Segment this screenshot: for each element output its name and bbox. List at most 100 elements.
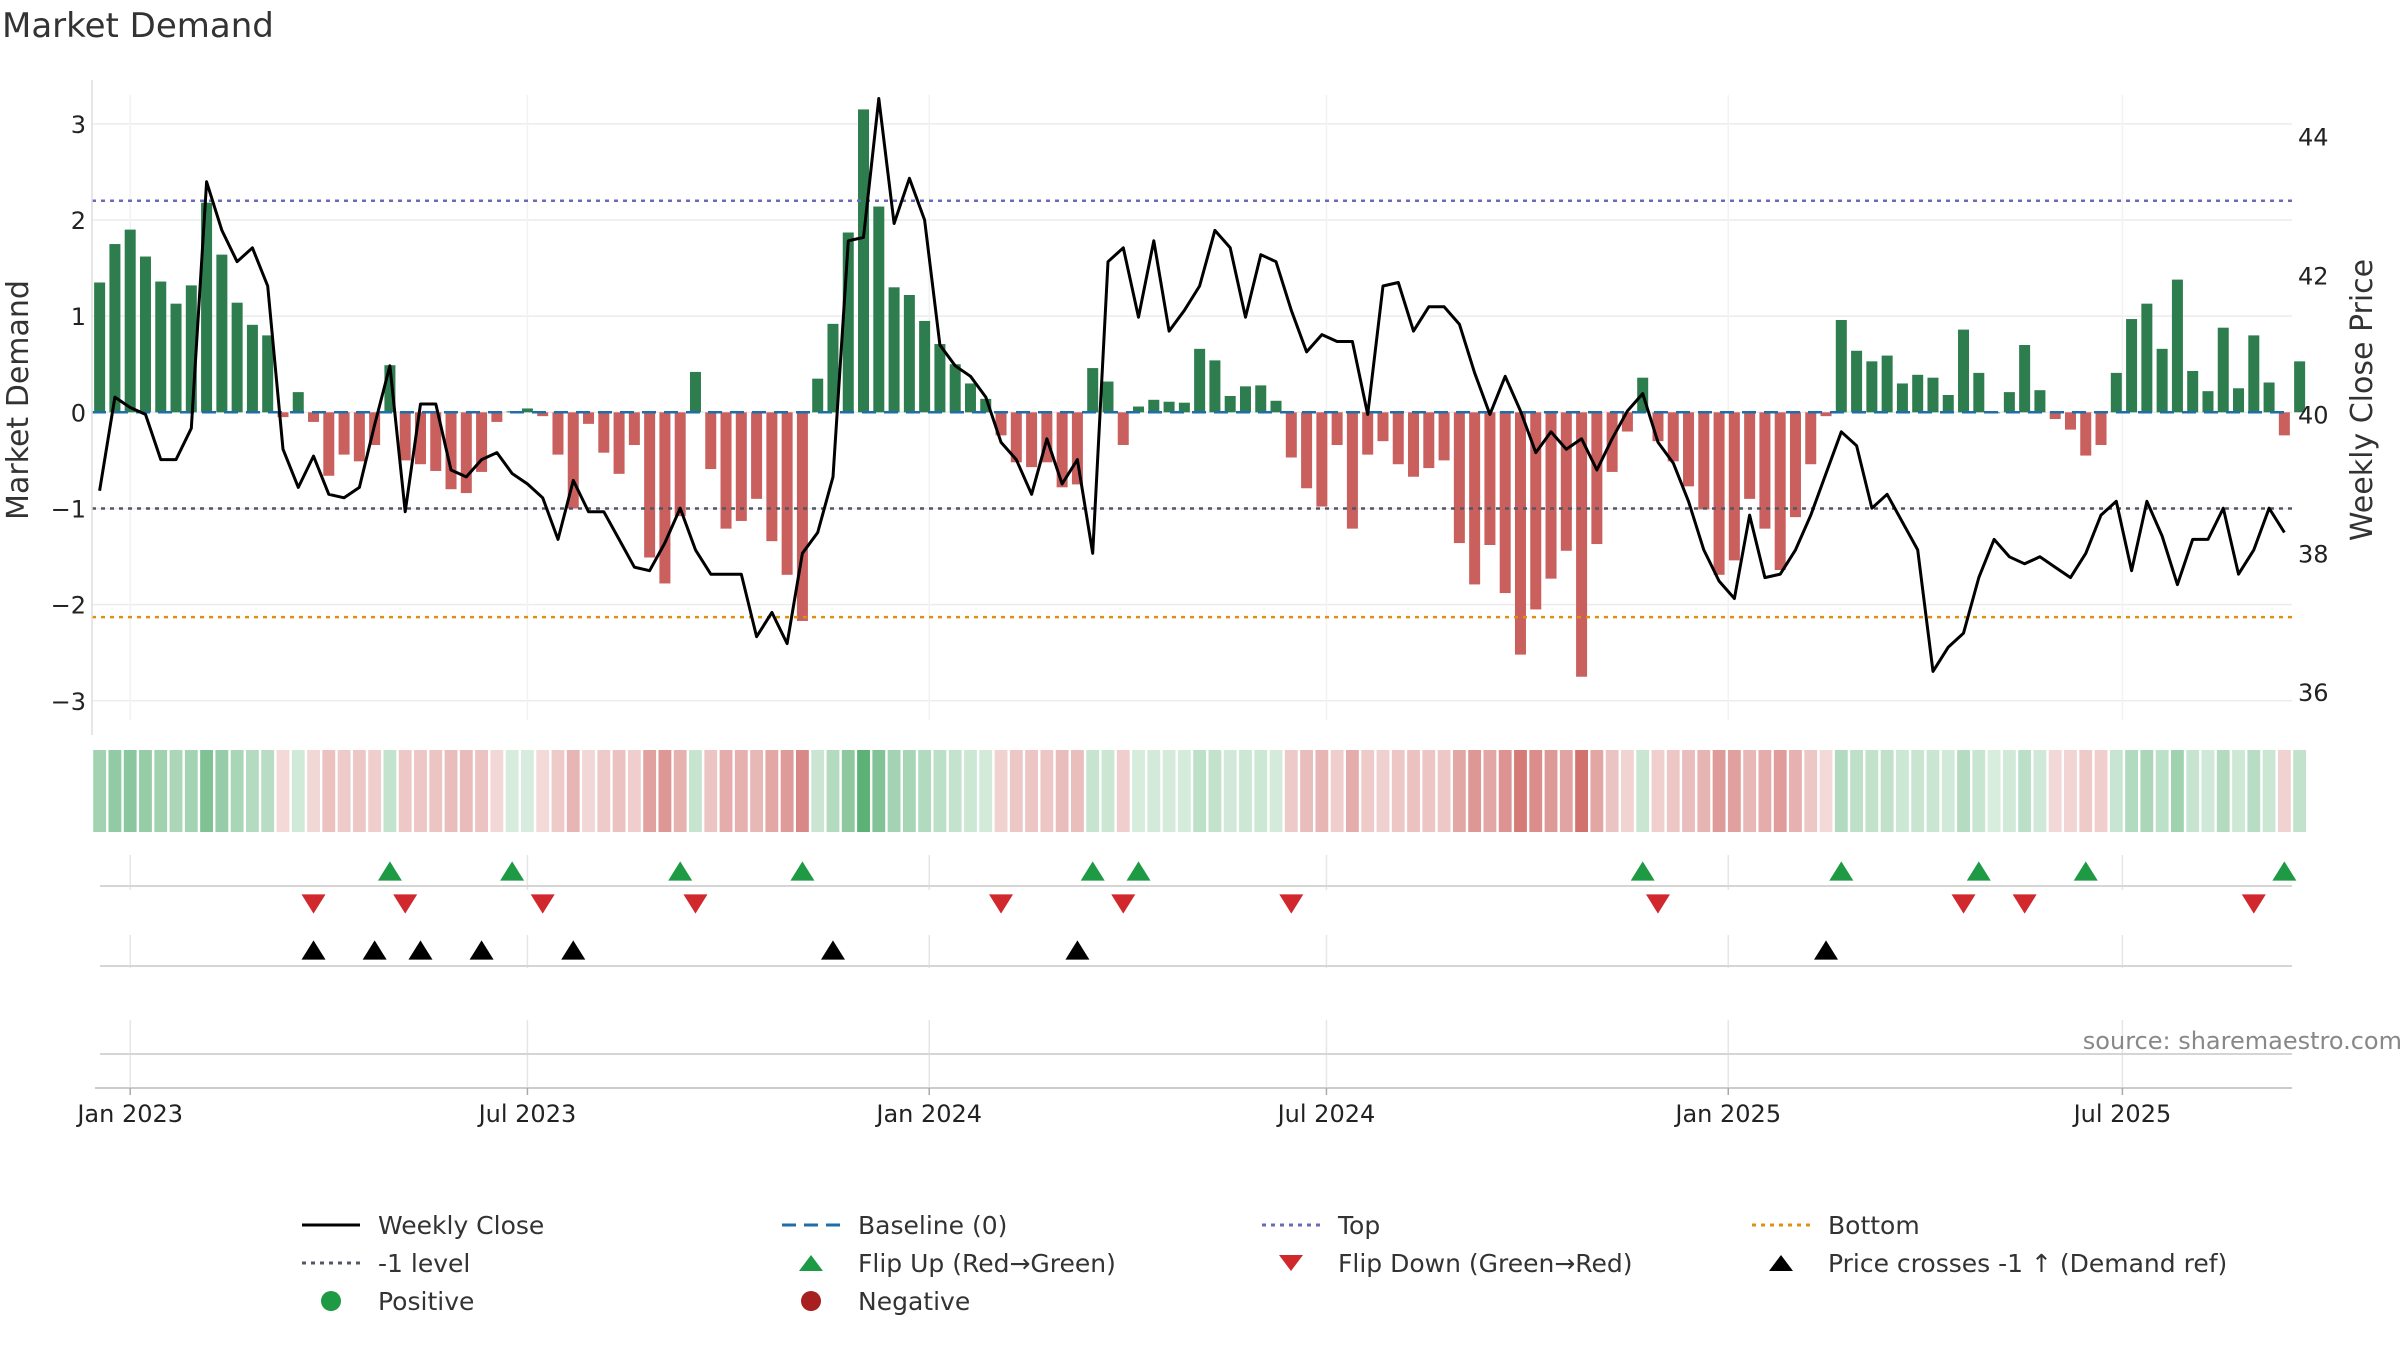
heat-cell xyxy=(1850,750,1863,832)
heat-cell xyxy=(2201,750,2215,832)
heat-cell xyxy=(444,750,458,832)
heat-cell xyxy=(612,750,626,832)
heat-cell xyxy=(1330,750,1344,832)
heat-cell xyxy=(643,750,657,832)
heat-cell xyxy=(1880,750,1894,832)
flip-down-marker xyxy=(2012,894,2037,914)
demand-bar-positive xyxy=(919,320,931,413)
demand-bar-positive xyxy=(1958,329,1970,413)
heat-cell xyxy=(1162,750,1176,832)
heat-cell xyxy=(108,750,122,832)
legend-label: Positive xyxy=(378,1286,475,1316)
heat-cell xyxy=(1086,750,1100,832)
event-markers xyxy=(301,861,2297,960)
heat-cell xyxy=(1132,750,1145,832)
legend-label: -1 level xyxy=(378,1248,471,1278)
heat-cell xyxy=(551,750,565,832)
heat-cell xyxy=(826,750,840,832)
demand-bar-negative xyxy=(1820,412,1832,417)
heat-cell xyxy=(2094,750,2108,832)
weekly-close-line xyxy=(98,97,2286,673)
demand-bar-negative xyxy=(1652,412,1664,442)
heat-cell xyxy=(1682,750,1695,832)
demand-bar-positive xyxy=(2217,327,2229,413)
heat-cell xyxy=(1911,750,1925,832)
demand-bar-negative xyxy=(1285,412,1297,458)
demand-bar-negative xyxy=(1071,412,1083,485)
demand-bar-positive xyxy=(980,398,992,413)
demand-bar-positive xyxy=(903,295,915,413)
heat-cell xyxy=(1376,750,1390,832)
heat-cell xyxy=(1834,750,1848,832)
y-tick-label: 2 xyxy=(71,207,86,235)
heat-cell xyxy=(505,750,519,832)
demand-bar-negative xyxy=(1530,412,1542,610)
demand-bar-negative xyxy=(644,412,656,558)
demand-bar-negative xyxy=(1774,412,1786,570)
legend-label: Bottom xyxy=(1828,1210,1920,1240)
y-tick-label: −2 xyxy=(51,592,86,620)
market-demand-chart: 3 2 1 0 −1 −2 −3 44 42 40 38 36 Jan 2023 Jul 2023 Jan … xyxy=(1,80,2400,1128)
legend-swatch xyxy=(321,1291,341,1311)
demand-bar-positive xyxy=(1942,395,1954,413)
heat-cell xyxy=(322,750,336,832)
demand-bar-negative xyxy=(1301,412,1313,489)
demand-bar-positive xyxy=(1255,385,1267,413)
legend-circle-icon xyxy=(801,1291,821,1311)
legend-triangle-up-icon xyxy=(1769,1255,1793,1271)
demand-bar-negative xyxy=(2064,412,2076,430)
chart-title: Market Demand xyxy=(2,6,274,46)
heat-cell xyxy=(1422,750,1436,832)
demand-bar-negative xyxy=(1591,412,1603,545)
demand-bar-negative xyxy=(1010,412,1022,463)
heat-cell xyxy=(1865,750,1879,832)
demand-bar-negative xyxy=(1362,412,1374,455)
heat-cell xyxy=(352,750,366,832)
legend-swatch xyxy=(799,1255,823,1271)
demand-bar-negative xyxy=(1499,412,1511,594)
legend-label: Baseline (0) xyxy=(858,1210,1008,1240)
demand-bar-positive xyxy=(812,378,824,413)
demand-bar-positive xyxy=(216,254,228,413)
heat-cell xyxy=(2033,750,2047,832)
legend-item-baseline: Baseline (0) xyxy=(780,1210,1007,1240)
demand-bar-positive xyxy=(934,344,946,413)
heat-cell xyxy=(750,750,763,832)
demand-bar-negative xyxy=(1789,412,1801,518)
legend-label: Flip Up (Red→Green) xyxy=(858,1248,1116,1278)
legend-label: Flip Down (Green→Red) xyxy=(1338,1248,1633,1278)
heat-cell xyxy=(2216,750,2230,832)
demand-bar-negative xyxy=(705,412,717,470)
heat-cell xyxy=(215,750,229,832)
heat-cell xyxy=(1758,750,1772,832)
demand-bar-positive xyxy=(139,256,151,413)
demand-bar-positive xyxy=(842,232,854,413)
heat-cell xyxy=(1009,750,1023,832)
heat-cell xyxy=(933,750,947,832)
heat-cell xyxy=(1223,750,1237,832)
legend-circle-icon xyxy=(321,1291,341,1311)
demand-bar-negative xyxy=(1621,412,1633,432)
demand-heat-strip xyxy=(93,750,2307,832)
heat-cell xyxy=(1055,750,1069,832)
heat-cell xyxy=(429,750,443,832)
heat-cell xyxy=(1651,750,1665,832)
heat-cell xyxy=(1452,750,1466,832)
demand-bar-negative xyxy=(751,412,763,499)
heat-cell xyxy=(154,750,168,832)
demand-bar-negative xyxy=(1728,412,1740,561)
demand-bar-negative xyxy=(628,412,640,445)
demand-bar-negative xyxy=(1576,412,1588,677)
legend-swatch xyxy=(1769,1255,1793,1271)
heat-cell xyxy=(796,750,809,832)
demand-bar-negative xyxy=(1744,412,1756,499)
heat-cell xyxy=(872,750,886,832)
heat-cell xyxy=(1147,750,1161,832)
demand-bar-positive xyxy=(1239,386,1251,413)
y-tick-label: 3 xyxy=(71,111,86,139)
demand-bar-positive xyxy=(1896,383,1908,413)
y2-tick-label: 36 xyxy=(2298,679,2329,707)
demand-bar-positive xyxy=(1224,395,1236,413)
demand-bar-positive xyxy=(1866,361,1878,413)
heat-cell xyxy=(994,750,1008,832)
